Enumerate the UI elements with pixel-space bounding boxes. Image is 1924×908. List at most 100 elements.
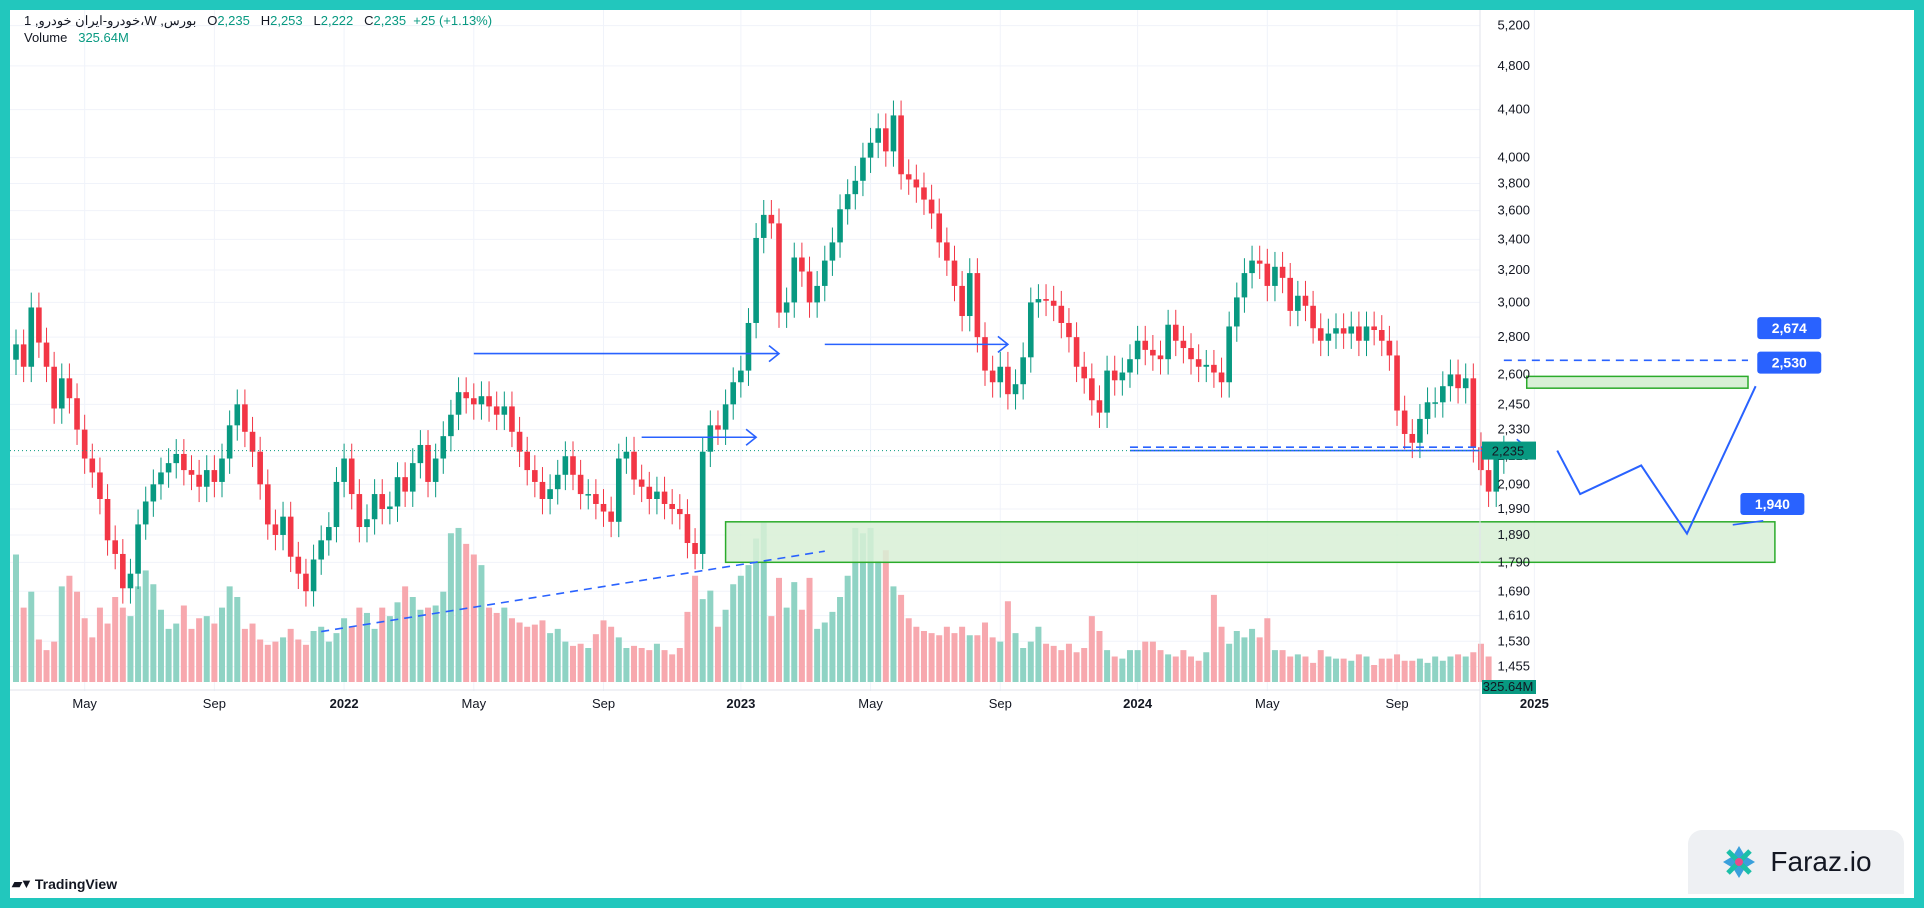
candle-body [951,260,958,286]
x-tick-label: May [462,696,487,711]
candle-body [1165,324,1171,360]
volume-bar [1226,643,1233,682]
candle-body [142,501,149,525]
candle-body [493,406,500,415]
candle-body [1356,326,1362,341]
volume-bar [119,607,126,682]
volume-bar [699,599,706,682]
candle-body [1211,364,1217,373]
volume-bar [707,590,714,682]
volume-bar [669,654,676,682]
volume-bar [1271,650,1278,682]
volume-bar [66,575,73,682]
candle-body [242,404,248,432]
volume-bar [96,607,103,682]
candle-body [638,479,645,487]
candle-body [1394,355,1400,411]
candle-body [669,503,675,510]
volume-bar [1119,658,1126,682]
high-value: 2,253 [270,13,303,28]
volume-bar [1065,643,1072,682]
price-chart[interactable]: 2,674 2,530 1,940 5,200 4,800 4,400 4,000 3,800… [10,10,1914,898]
volume-bar [310,631,317,682]
volume-bar [180,605,187,682]
volume-bar [1157,650,1164,682]
volume-bar [257,639,264,682]
candle-body [524,451,531,471]
volume-bar [1455,654,1462,682]
candle-body [532,470,538,482]
candle-body [623,451,630,459]
candle-body [1134,340,1141,360]
volume-bar [432,605,439,682]
candle-body [356,494,363,528]
candle-body [1157,355,1164,360]
volume-bar [173,623,180,682]
candle-body [211,470,218,482]
x-tick-label: 2024 [1123,696,1153,711]
volume-bar [776,577,782,682]
volume-bar [1424,662,1431,682]
candle-body [1172,324,1179,341]
x-tick-label: May [858,696,883,711]
candle-body [1447,374,1454,387]
volume-bar [1142,641,1149,682]
volume-bar [1012,633,1019,682]
candle-body [1081,366,1087,379]
volume-bar [1058,650,1065,682]
candle-body [1386,340,1393,356]
candle-body [440,436,447,459]
volume-bar [1401,660,1408,682]
volume-bar [1264,618,1271,682]
volume-bar [226,586,233,682]
candle-body [776,223,782,313]
candle-body [409,463,416,492]
candle-body [13,344,19,360]
volume-bar [1096,631,1103,682]
tradingview-logo[interactable]: ▰▼ TradingView [12,876,118,892]
volume-bar [737,575,744,682]
projection-leader [1732,519,1764,526]
volume-bar [135,586,142,682]
volume-tag: 325.64M [1483,679,1534,694]
candle-body [1127,359,1133,373]
candle-body [181,453,187,471]
candle-body [1005,366,1011,395]
volume-bar [806,577,813,682]
volume-bar [730,584,737,682]
arrow-line-head [745,428,758,446]
volume-bar [318,626,325,682]
volume-bar [470,554,477,682]
volume-bar [363,612,370,682]
volume-bar [280,637,287,682]
symbol-name: 1 ,خودرو-ایران خودرو،W ,بورس [24,13,197,28]
x-tick-label: Sep [1385,696,1408,711]
x-tick-label: Sep [203,696,226,711]
volume-bar [692,575,699,682]
candle-body [707,425,714,452]
volume-value: 325.64M [78,30,129,45]
candle-body [1073,337,1080,367]
y-tick-label: 2,090 [1497,476,1530,491]
candle-body [654,491,660,499]
candle-body [257,451,263,485]
volume-bar [287,628,294,682]
volume-bar [1409,660,1416,682]
volume-bar [592,634,599,682]
candle-body [1417,418,1423,443]
volume-bar [264,644,271,682]
candle-body [394,477,401,507]
volume-bar [28,591,35,682]
candle-body [799,257,805,272]
candle-body [608,511,614,522]
y-tick-label: 3,000 [1497,294,1530,309]
volume-bar [577,643,584,682]
callout-2530-bg [1757,351,1822,374]
candle-body [89,458,96,473]
volume-bar [1203,652,1210,682]
candle-body [1295,295,1301,311]
candle-body [425,444,431,482]
candle-body [806,271,813,303]
volume-bar [402,586,409,682]
volume-bar [943,626,950,682]
